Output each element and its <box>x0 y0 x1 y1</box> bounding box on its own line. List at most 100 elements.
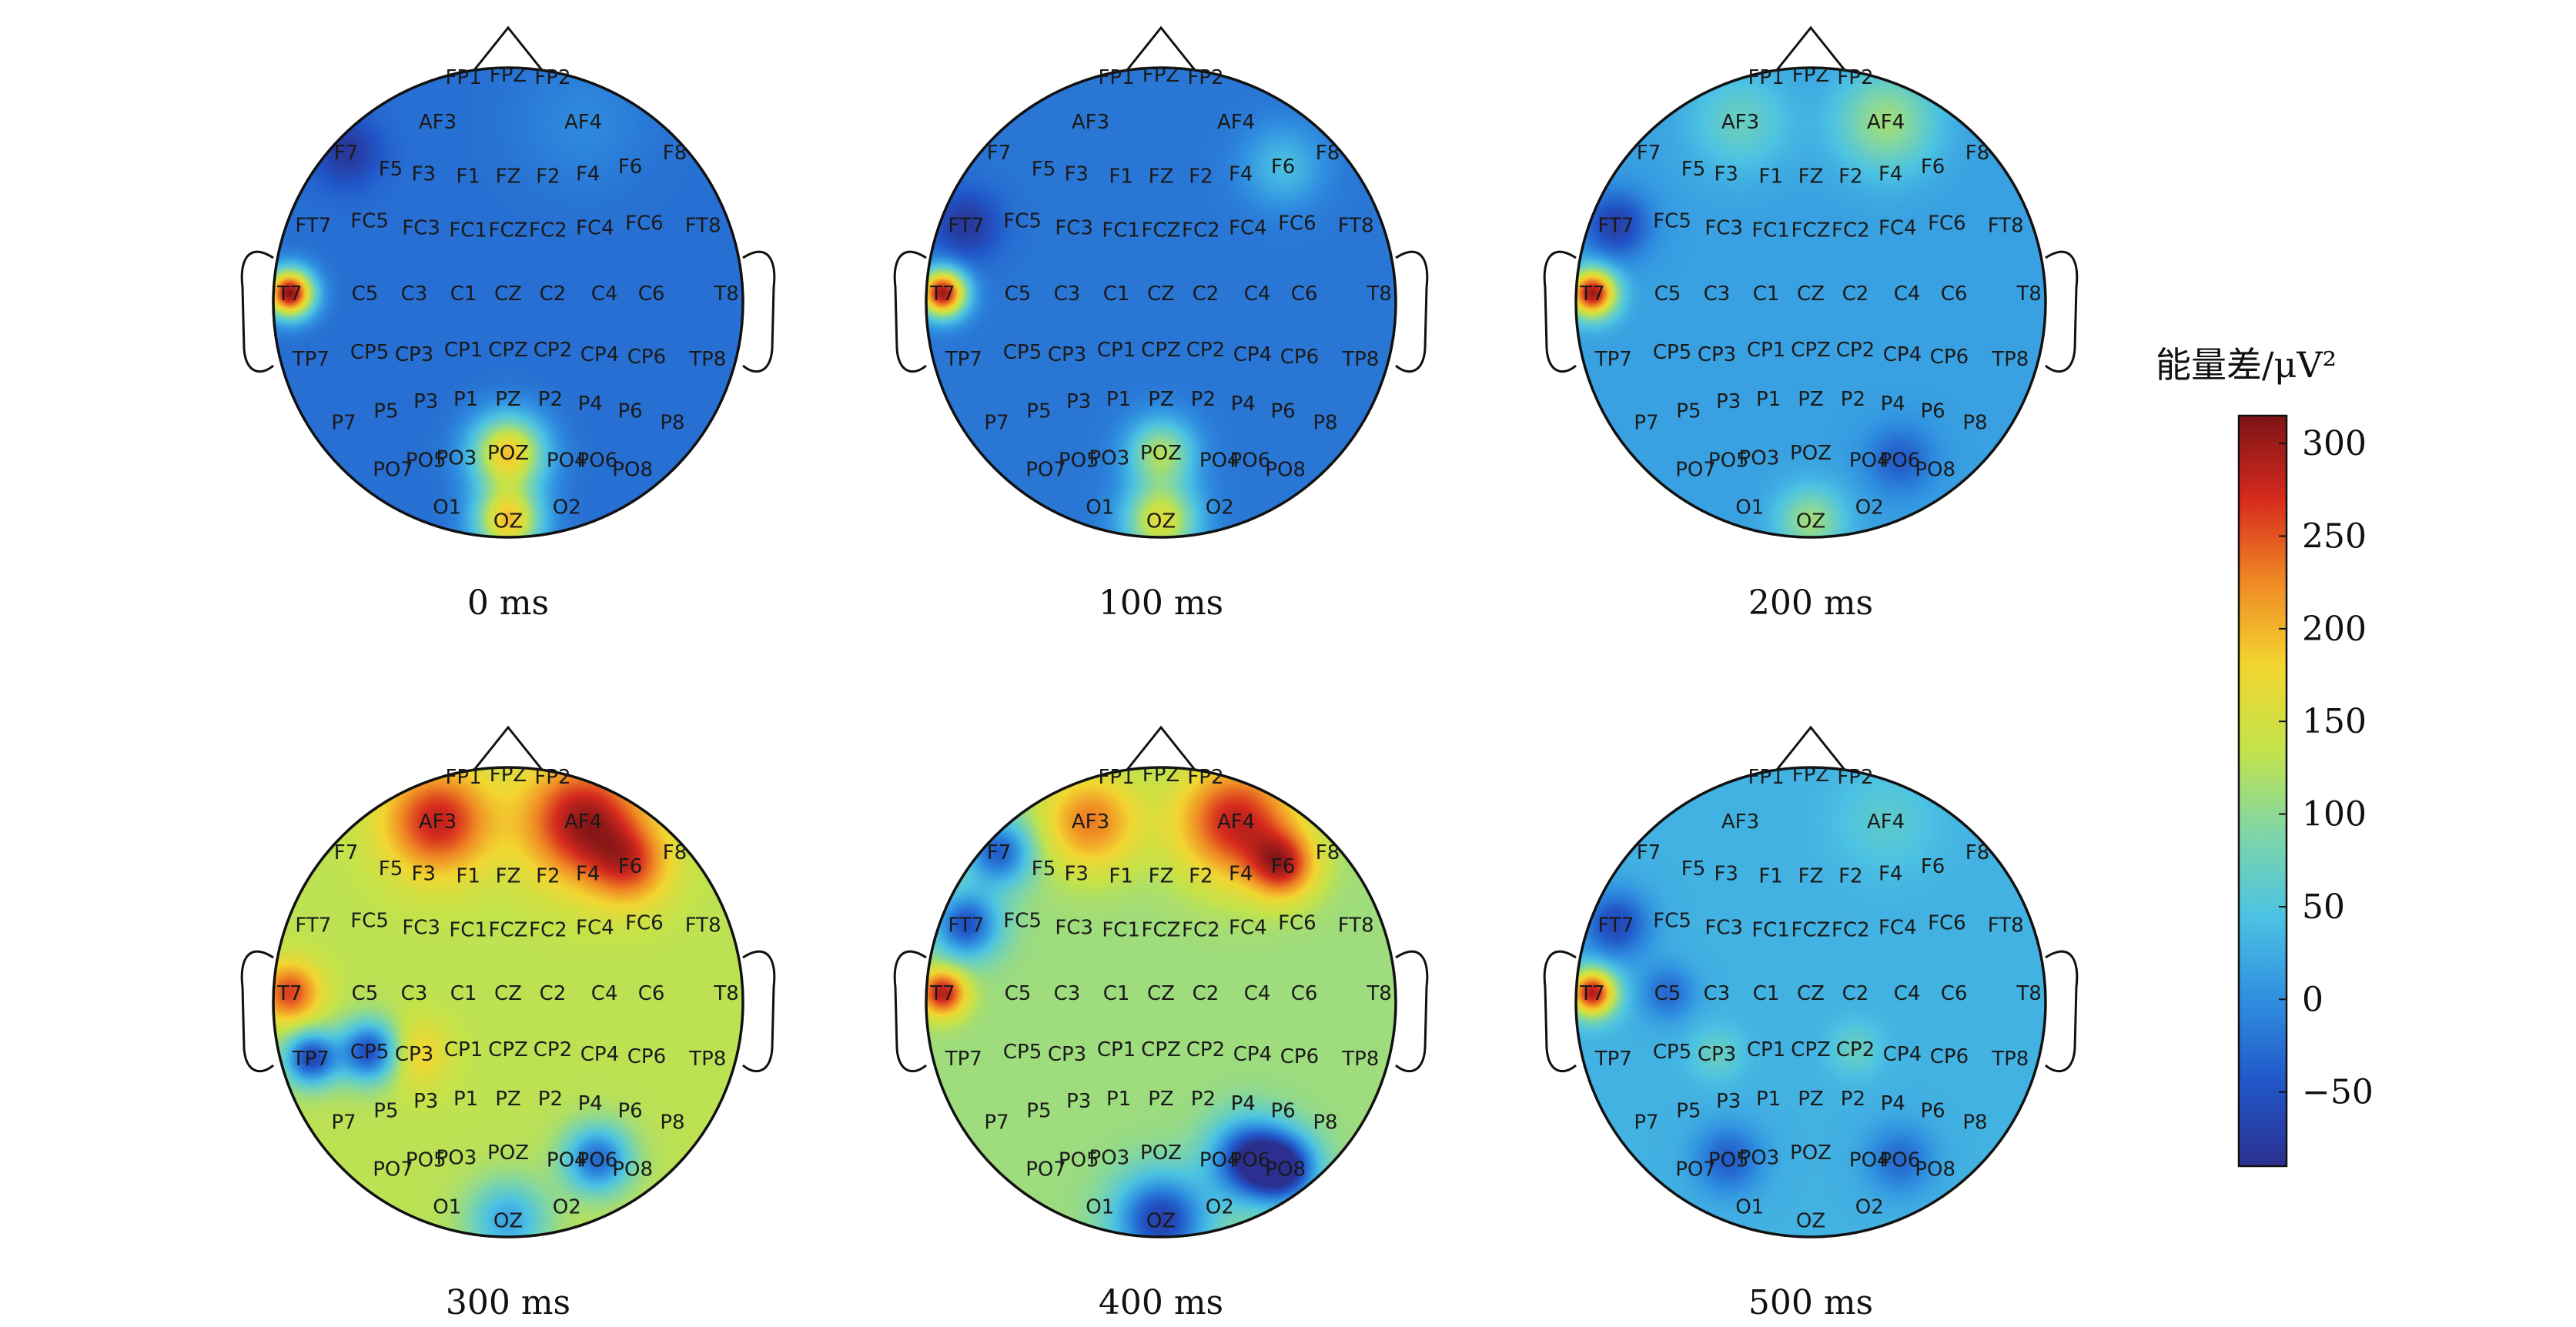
electrode-label: P8 <box>660 1111 684 1135</box>
electrode-label: CP5 <box>1653 341 1691 364</box>
electrode-label: FP1 <box>1748 66 1784 89</box>
electrode-label: CP5 <box>350 341 389 364</box>
electrode-label: CP2 <box>1836 1038 1875 1061</box>
scalp-heatmap <box>926 767 1396 1237</box>
electrode-label: TP7 <box>945 1048 982 1071</box>
electrode-label: POZ <box>487 442 529 465</box>
electrode-label: P6 <box>1920 399 1945 423</box>
electrode-label: POZ <box>487 1141 529 1165</box>
electrode-label: F1 <box>1758 165 1783 188</box>
electrode-label: P2 <box>1191 1088 1216 1111</box>
electrode-label: FC2 <box>1182 918 1220 941</box>
electrode-label: FC5 <box>1653 909 1691 932</box>
electrode-label: P8 <box>1962 412 1987 435</box>
electrode-label: FC3 <box>402 916 440 939</box>
colorbar-tick-label: 300 <box>2302 424 2367 463</box>
electrode-label: P8 <box>1962 1111 1987 1135</box>
nose-outline <box>470 725 547 774</box>
electrode-label: O1 <box>1735 1195 1764 1218</box>
electrode-label: AF4 <box>1867 811 1905 834</box>
electrode-label: FC2 <box>529 918 567 941</box>
electrode-label: T8 <box>713 282 738 306</box>
electrode-label: CP2 <box>1186 1038 1225 1061</box>
electrode-label: P2 <box>538 388 563 411</box>
electrode-label: F8 <box>663 841 687 864</box>
electrode-label: PZ <box>1148 388 1174 411</box>
electrode-label: P5 <box>1026 1099 1051 1122</box>
electrode-label: P3 <box>413 1090 438 1113</box>
electrode-label: PZ <box>1148 1088 1174 1111</box>
electrode-label: P7 <box>984 1111 1009 1135</box>
electrode-label: TP8 <box>1341 348 1379 371</box>
map-caption: 0 ms <box>467 583 549 623</box>
electrode-label: F2 <box>536 864 560 887</box>
left-ear-outline <box>240 250 274 373</box>
electrode-label: C6 <box>1941 982 1968 1005</box>
electrode-label: FZ <box>1798 864 1824 887</box>
electrode-label: TP7 <box>1594 348 1632 371</box>
electrode-label: FCZ <box>1791 918 1831 941</box>
electrode-label: POZ <box>1790 442 1832 465</box>
electrode-label: CP2 <box>534 339 572 362</box>
electrode-label: F5 <box>1681 857 1706 881</box>
electrode-label: FC4 <box>1229 216 1267 239</box>
electrode-label: T7 <box>276 282 302 306</box>
electrode-label: FT8 <box>1988 214 2024 237</box>
electrode-label: C4 <box>1894 982 1921 1005</box>
electrode-label: P2 <box>538 1088 563 1111</box>
electrode-label: C2 <box>1193 282 1219 306</box>
electrode-label: CP6 <box>627 346 666 369</box>
electrode-label: TP8 <box>1991 348 2029 371</box>
electrode-label: F3 <box>1064 162 1089 186</box>
electrode-label: F4 <box>1229 162 1253 186</box>
electrode-label: F5 <box>1032 158 1056 181</box>
electrode-label: FC2 <box>529 219 567 242</box>
electrode-label: PO4 <box>1199 449 1240 472</box>
electrode-label: F7 <box>1637 142 1661 165</box>
electrode-label: C3 <box>401 282 428 306</box>
electrode-label: PO7 <box>1025 1158 1066 1182</box>
electrode-label: O2 <box>1855 496 1884 519</box>
electrode-label: F8 <box>1965 841 1990 864</box>
map-caption: 300 ms <box>446 1283 570 1322</box>
electrode-label: C2 <box>540 282 567 306</box>
electrode-label: OZ <box>493 1210 523 1233</box>
electrode-label: CP1 <box>1747 1038 1785 1061</box>
electrode-label: P4 <box>1231 393 1256 416</box>
electrode-label: C5 <box>352 982 379 1005</box>
electrode-label: FC1 <box>1751 918 1790 941</box>
nose-outline <box>1772 25 1849 75</box>
electrode-label: CP6 <box>1930 1045 1969 1068</box>
electrode-label: FT8 <box>1988 914 2024 937</box>
electrode-label: F2 <box>1838 165 1863 188</box>
colorbar-tick-label: 250 <box>2302 516 2367 556</box>
electrode-label: P4 <box>1231 1092 1256 1115</box>
electrode-label: OZ <box>1796 1210 1825 1233</box>
electrode-label: P7 <box>1634 1111 1658 1135</box>
electrode-label: F4 <box>1878 862 1903 885</box>
electrode-label: P4 <box>578 1092 603 1115</box>
electrode-label: PO5 <box>406 449 447 472</box>
electrode-label: P2 <box>1191 388 1216 411</box>
electrode-label: FC5 <box>1653 209 1691 232</box>
electrode-label: FC2 <box>1182 219 1220 242</box>
electrode-label: FCZ <box>1791 219 1831 242</box>
electrode-label: T7 <box>929 282 955 306</box>
electrode-label: OZ <box>493 510 523 533</box>
electrode-label: PZ <box>1798 1088 1824 1111</box>
electrode-label: C3 <box>1704 282 1731 306</box>
electrode-label: P5 <box>1676 399 1701 423</box>
electrode-label: FP1 <box>445 766 481 789</box>
electrode-label: O1 <box>1086 1195 1114 1218</box>
electrode-label: P7 <box>984 412 1009 435</box>
electrode-label: PO5 <box>1708 1148 1749 1172</box>
electrode-label: CP4 <box>1233 1043 1272 1066</box>
electrode-label: FPZ <box>1142 764 1179 787</box>
electrode-label: CP4 <box>580 1043 619 1066</box>
electrode-label: FC5 <box>350 209 389 232</box>
electrode-label: FC5 <box>1003 909 1042 932</box>
electrode-label: FC3 <box>1705 916 1743 939</box>
electrode-label: TP8 <box>688 1048 726 1071</box>
electrode-label: P8 <box>660 412 684 435</box>
electrode-label: CP2 <box>534 1038 572 1061</box>
